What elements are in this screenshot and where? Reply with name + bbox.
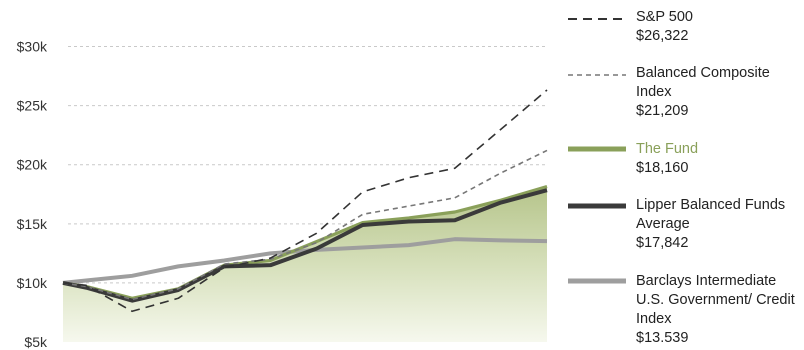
legend-value-fund: $18,160 xyxy=(636,160,689,176)
legend-value-balanced: $21,209 xyxy=(636,103,689,119)
legend-swatch-lipper xyxy=(566,201,628,211)
series-line-fund xyxy=(62,184,548,300)
fund-area-fill xyxy=(63,186,547,342)
legend-value-sp500: $26,322 xyxy=(636,28,689,44)
legend-label-sp500: S&P 500 xyxy=(636,9,693,25)
legend: S&P 500 $26,322 Balanced Composite Index… xyxy=(566,0,802,350)
legend-swatch-balanced xyxy=(566,70,628,80)
series-line-lipper xyxy=(62,188,548,303)
legend-label-barclays: Barclays Intermediate U.S. Government/ C… xyxy=(636,273,795,327)
y-tick-label: $15k xyxy=(17,216,48,232)
legend-swatch-barclays xyxy=(566,276,628,286)
legend-swatch-fund xyxy=(566,144,628,154)
legend-label-balanced: Balanced Composite Index xyxy=(636,65,770,100)
legend-label-lipper: Lipper Balanced Funds Average xyxy=(636,197,786,232)
legend-swatch-sp500 xyxy=(566,14,628,24)
y-tick-label: $25k xyxy=(17,98,48,114)
y-tick-label: $5k xyxy=(24,334,48,350)
series-line-balanced xyxy=(62,149,548,301)
legend-value-barclays: $13.539 xyxy=(636,330,689,346)
fund-area xyxy=(63,186,547,342)
y-tick-label: $30k xyxy=(17,39,48,55)
legend-label-fund: The Fund xyxy=(636,141,699,157)
y-tick-label: $20k xyxy=(17,157,48,173)
grid-lines xyxy=(68,46,547,284)
series-line-sp500 xyxy=(62,89,548,313)
legend-value-lipper: $17,842 xyxy=(636,235,689,251)
y-tick-label: $10k xyxy=(17,275,48,291)
y-axis-tick-labels: $5k $10k $15k $20k $25k $30k xyxy=(17,39,48,350)
series-lines xyxy=(62,89,548,313)
